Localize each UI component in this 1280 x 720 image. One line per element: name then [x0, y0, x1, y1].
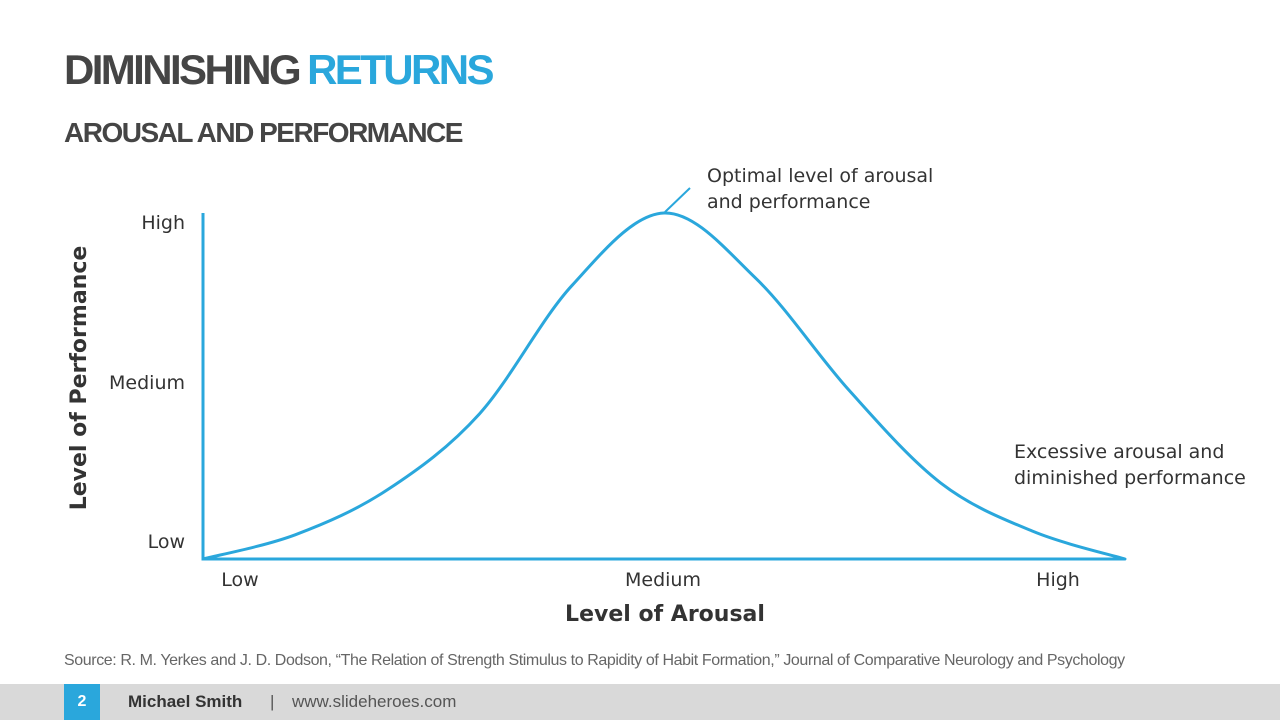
slide-subtitle: AROUSAL AND PERFORMANCE [64, 117, 463, 148]
x-tick-label: Medium [625, 569, 701, 591]
footer-url[interactable]: www.slideheroes.com [292, 692, 457, 711]
y-tick-label: Medium [109, 372, 185, 394]
title-dark-part: DIMINISHING [64, 46, 302, 93]
y-axis-title: Level of Performance [67, 246, 92, 511]
series-line-0 [201, 211, 1127, 561]
annotation-line: Optimal level of arousal [707, 165, 933, 187]
x-axis-title: Level of Arousal [565, 602, 765, 627]
chart-annotations: Optimal level of arousal and performance E… [664, 165, 1246, 489]
y-tick-label: High [141, 212, 185, 234]
annotation-line: and performance [707, 191, 870, 213]
title-accent-part: RETURNS [307, 46, 494, 93]
page-number: 2 [64, 684, 100, 720]
chart-axes [201, 213, 1125, 561]
chart-ticks: Low Medium High Low Medium High [109, 212, 1080, 591]
optimal-pointer-line [664, 187, 691, 213]
slide-title: DIMINISHING RETURNS [64, 46, 494, 94]
source-citation: Source: R. M. Yerkes and J. D. Dodson, “… [64, 652, 1125, 669]
y-tick-label: Low [148, 531, 185, 553]
author-name: Michael Smith [128, 692, 243, 711]
annotation-line: diminished performance [1014, 467, 1246, 489]
annotation-line: Excessive arousal and [1014, 441, 1224, 463]
x-tick-label: High [1036, 569, 1080, 591]
footer-bar: 2 Michael Smith | www.slideheroes.com [0, 684, 1280, 720]
footer-separator: | [270, 692, 275, 711]
chart-series [201, 211, 1127, 561]
x-tick-label: Low [221, 569, 258, 591]
